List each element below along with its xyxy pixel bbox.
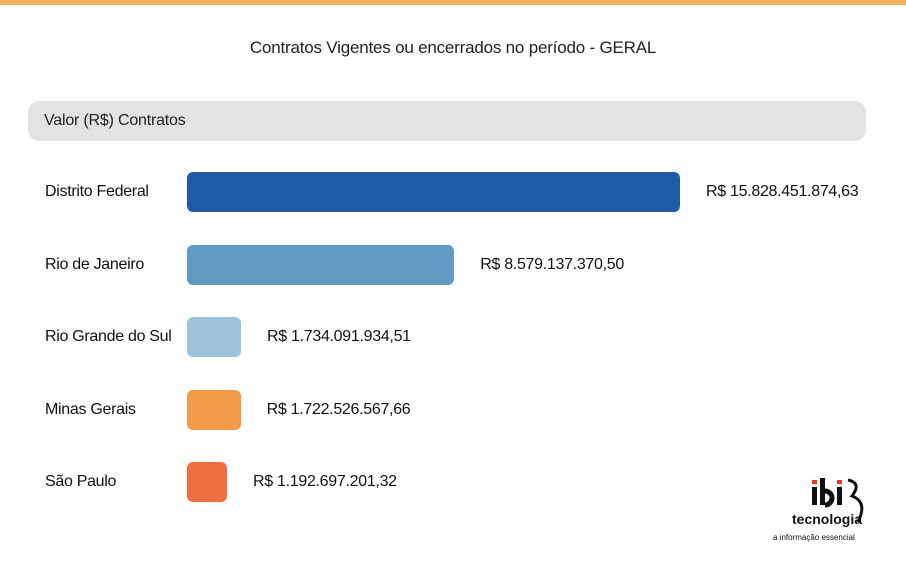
value-label: R$ 15.828.451.874,63 <box>706 183 859 200</box>
bar <box>187 244 455 285</box>
bar <box>187 462 227 502</box>
category-label: São Paulo <box>45 473 117 490</box>
chart-title: Contratos Vigentes ou encerrados no perí… <box>249 38 657 57</box>
top-accent-rule <box>0 0 906 5</box>
value-label: R$ 8.579.137.370,50 <box>480 255 624 273</box>
category-label: Rio de Janeiro <box>45 255 144 273</box>
logo-tagline: a informação essencial <box>773 533 855 542</box>
logo-dot-icon <box>812 480 817 484</box>
category-label: Minas Gerais <box>45 400 136 418</box>
bar <box>187 172 680 212</box>
ibi-tecnologia-logo: tecnologia a informação essencial <box>773 478 864 542</box>
bar <box>187 317 241 357</box>
series-header-band: Valor (R$) Contratos <box>28 101 866 141</box>
category-label: Distrito Federal <box>45 183 149 200</box>
value-label: R$ 1.734.091.934,51 <box>267 328 411 345</box>
logo-name: tecnologia <box>792 511 862 527</box>
series-header-label: Valor (R$) Contratos <box>44 112 186 129</box>
value-label: R$ 1.192.697.201,32 <box>253 473 397 490</box>
bar <box>187 389 241 430</box>
value-label: R$ 1.722.526.567,66 <box>266 400 411 418</box>
category-label: Rio Grande do Sul <box>45 328 172 345</box>
